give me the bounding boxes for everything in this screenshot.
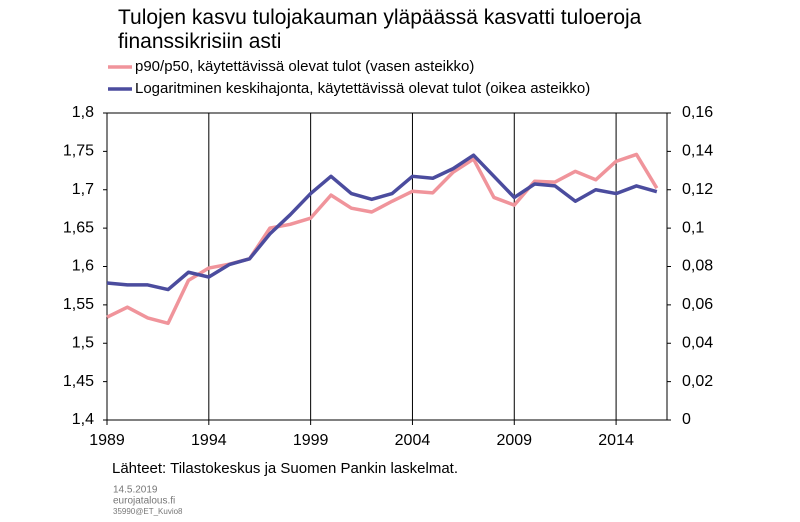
x-tick-label: 2009 (496, 432, 532, 449)
x-tick-label: 1989 (89, 432, 125, 449)
y-tick-label: 1,65 (63, 219, 94, 236)
y2-tick-label: 0,08 (682, 258, 713, 275)
y-tick-label: 1,7 (72, 181, 94, 198)
x-tick-label: 2014 (598, 432, 634, 449)
x-tick-label: 1994 (191, 432, 227, 449)
y2-tick-label: 0,1 (682, 219, 704, 236)
y2-tick-label: 0 (682, 411, 691, 428)
series-line (106, 152, 659, 326)
y2-tick-label: 0,04 (682, 334, 713, 351)
site: eurojatalous.fi (113, 496, 175, 507)
x-tick-label: 2004 (395, 432, 431, 449)
legend-label: Logaritminen keskihajonta, käytettävissä… (135, 80, 590, 97)
x-tick-label: 1999 (293, 432, 329, 449)
plot-frame (106, 112, 668, 421)
y-tick-label: 1,75 (63, 143, 94, 160)
y2-tick-label: 0,12 (682, 181, 713, 198)
y2-tick-label: 0,16 (682, 104, 713, 121)
y2-tick-label: 0,14 (682, 143, 713, 160)
chart-title: Tulojen kasvu tulojakauman yläpäässä kas… (118, 6, 642, 53)
series-line (106, 153, 658, 292)
y-tick-label: 1,45 (63, 373, 94, 390)
y2-tick-label: 0,02 (682, 373, 713, 390)
date: 14.5.2019 (113, 485, 158, 496)
y2-tick-label: 0,06 (682, 296, 713, 313)
y-tick-label: 1,8 (72, 104, 94, 121)
legend-label: p90/p50, käytettävissä olevat tulot (vas… (135, 58, 474, 75)
code: 35990@ET_Kuvio8 (113, 507, 183, 516)
source: Lähteet: Tilastokeskus ja Suomen Pankin … (112, 460, 458, 477)
y-tick-label: 1,55 (63, 296, 94, 313)
y-tick-label: 1,6 (72, 258, 94, 275)
y-tick-label: 1,4 (72, 411, 94, 428)
y-tick-label: 1,5 (72, 334, 94, 351)
